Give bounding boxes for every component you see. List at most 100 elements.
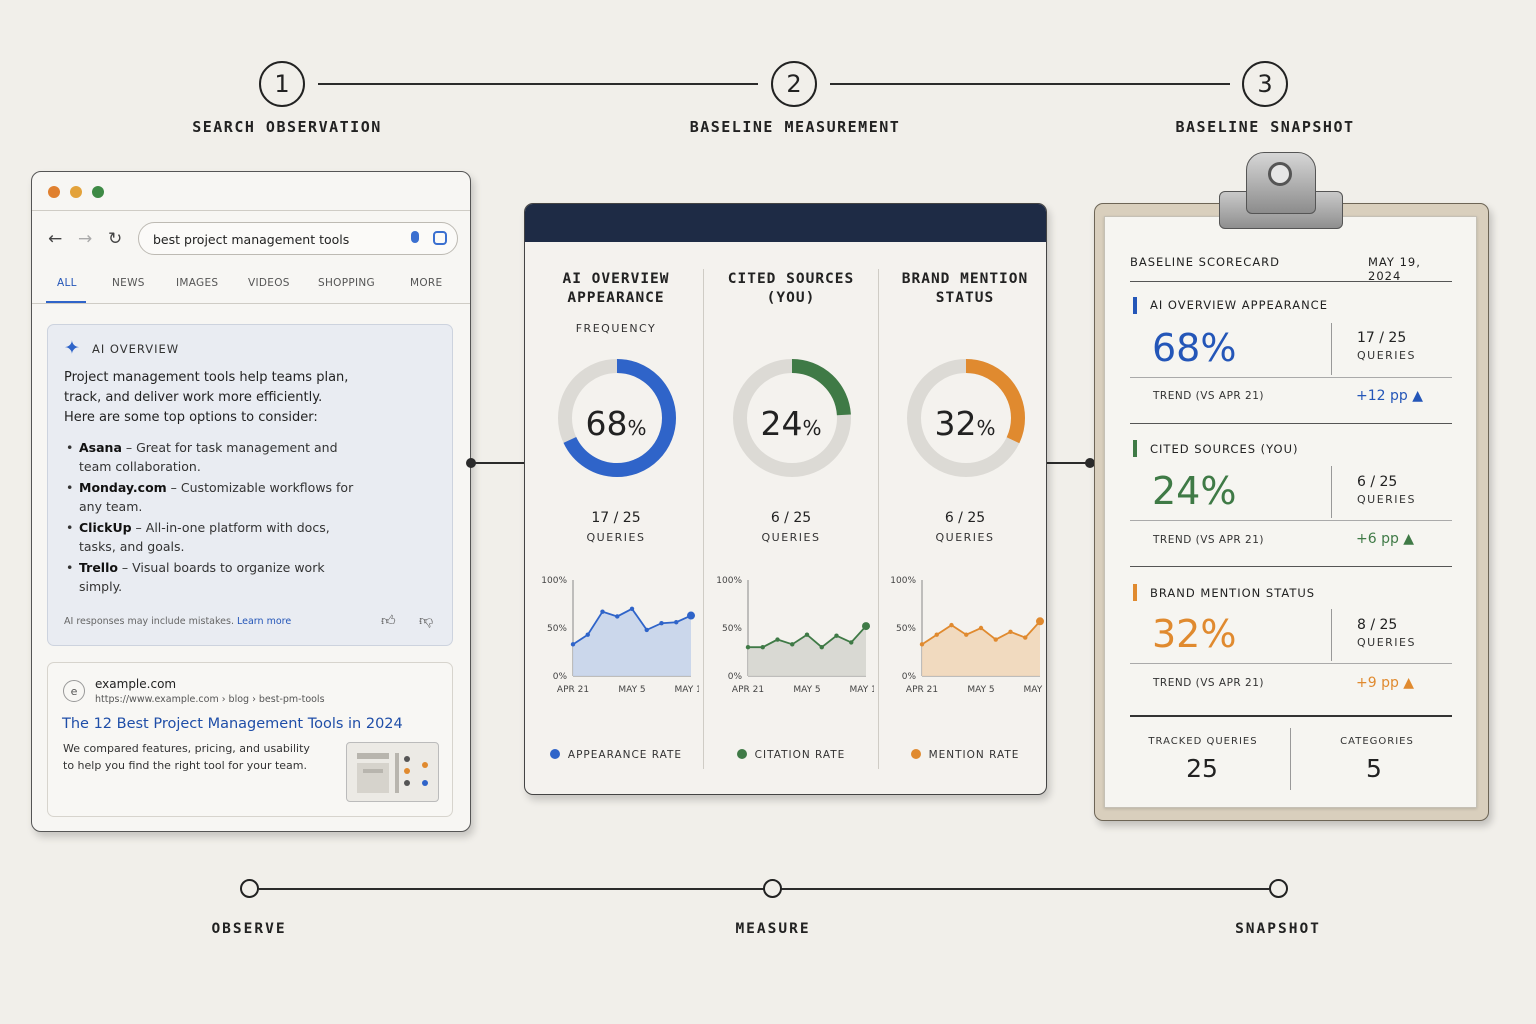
- site-favicon-icon: e: [63, 680, 85, 702]
- x-tick-label: APR 21: [557, 685, 589, 695]
- lens-icon[interactable]: [433, 231, 447, 245]
- column-divider: [878, 269, 879, 769]
- footer-divider-vertical: [1290, 728, 1291, 790]
- tracked-queries-label: TRACKED QUERIES: [1148, 736, 1258, 747]
- maximize-dot[interactable]: [92, 186, 104, 198]
- back-arrow-icon[interactable]: ←: [48, 229, 63, 249]
- donut-arc: [558, 359, 676, 477]
- data-point: [760, 645, 765, 650]
- step-2-number: 2: [786, 70, 802, 98]
- reload-icon[interactable]: ↻: [108, 229, 123, 249]
- queries-label: QUERIES: [761, 531, 821, 544]
- item-desc: – Visual boards to organize work simply.: [79, 560, 325, 594]
- y-tick-label: 50%: [722, 624, 742, 634]
- legend-dot: [736, 749, 747, 759]
- section-trend-value: +12 pp ▲: [1356, 388, 1423, 404]
- data-point: [949, 622, 954, 628]
- data-point: [993, 637, 998, 642]
- connector-dashboard-scorecard: [1047, 462, 1089, 464]
- y-tick-label: 50%: [547, 624, 567, 634]
- legend-dot: [549, 749, 560, 759]
- close-dot[interactable]: [48, 186, 60, 198]
- item-name: Trello: [79, 560, 118, 575]
- tab-all[interactable]: ALL: [57, 277, 77, 289]
- categories-label: CATEGORIES: [1340, 736, 1414, 747]
- legend-dot: [910, 749, 921, 759]
- microphone-icon[interactable]: [411, 231, 419, 243]
- value-number: 32: [934, 404, 977, 443]
- section-queries-label: QUERIES: [1357, 493, 1416, 506]
- data-point: [674, 620, 679, 625]
- section-queries-label: QUERIES: [1357, 636, 1416, 649]
- legend-label: CITATION RATE: [754, 749, 846, 761]
- y-tick-label: 50%: [896, 624, 916, 634]
- donut-arc: [733, 359, 851, 477]
- step-2-label: BASELINE MEASUREMENT: [689, 118, 901, 136]
- queries-count: 6 / 25: [944, 510, 986, 526]
- y-tick-label: 100%: [541, 576, 567, 586]
- ai-overview-card: ✦ AI OVERVIEW Project management tools h…: [47, 324, 453, 646]
- x-tick-label: APR 21: [906, 685, 938, 695]
- y-tick-label: 0%: [902, 672, 917, 682]
- steps-connector-1: [318, 83, 758, 85]
- dashboard-header-bar: [525, 204, 1046, 242]
- x-tick-label: MAY 19: [674, 685, 699, 695]
- x-tick-label: MAY 19: [849, 685, 874, 695]
- donut-value: 68%: [529, 404, 703, 443]
- legend-label: MENTION RATE: [928, 749, 1020, 761]
- list-item: Asana – Great for task management and te…: [66, 438, 366, 476]
- section-divider: [1130, 663, 1452, 664]
- intro-line-2: track, and deliver work more efficiently…: [64, 390, 323, 405]
- search-result-card[interactable]: e example.com https://www.example.com › …: [47, 662, 453, 817]
- area-fill: [573, 608, 691, 676]
- thumbs-up-icon[interactable]: 👍︎: [381, 613, 396, 629]
- timeline-label-observe: OBSERVE: [211, 921, 287, 937]
- title-line-2: APPEARANCE: [567, 290, 665, 306]
- section-divider: [1130, 377, 1452, 378]
- x-tick-label: APR 21: [732, 685, 764, 695]
- tab-images[interactable]: IMAGES: [176, 277, 219, 289]
- title-line-2: (YOU): [766, 290, 816, 306]
- y-tick-label: 0%: [553, 672, 568, 682]
- timeline-node-measure: [763, 879, 782, 898]
- y-tick-label: 100%: [890, 576, 916, 586]
- data-point: [862, 622, 870, 631]
- thumbs-down-icon[interactable]: 👎︎: [419, 613, 434, 629]
- tab-videos[interactable]: VIDEOS: [248, 277, 290, 289]
- forward-arrow-icon[interactable]: →: [78, 229, 93, 249]
- result-title-link[interactable]: The 12 Best Project Management Tools in …: [62, 716, 403, 732]
- metric-column-cited-sources: CITED SOURCES (YOU) 24% 6 / 25 QUERIES 10…: [704, 242, 878, 794]
- step-1-circle: 1: [259, 61, 305, 107]
- tab-news[interactable]: NEWS: [112, 277, 145, 289]
- data-point: [585, 632, 590, 637]
- donut-chart: [907, 359, 1025, 477]
- ai-overview-intro: Project management tools help teams plan…: [64, 368, 364, 428]
- data-point: [570, 642, 576, 647]
- result-description: We compared features, pricing, and usabi…: [63, 742, 310, 772]
- queries-count: 17 / 25: [591, 510, 641, 526]
- percent-sign: %: [627, 416, 647, 440]
- value-number: 68: [585, 404, 628, 443]
- search-input[interactable]: best project management tools: [138, 222, 458, 255]
- item-name: ClickUp: [79, 520, 132, 535]
- data-point: [804, 632, 810, 637]
- title-line-1: BRAND MENTION: [901, 271, 1029, 287]
- tab-more[interactable]: MORE: [410, 277, 443, 289]
- item-desc: – Great for task management and team col…: [79, 440, 338, 474]
- learn-more-link[interactable]: Learn more: [237, 616, 292, 627]
- item-name: Monday.com: [79, 480, 167, 495]
- title-line-2: STATUS: [935, 290, 995, 306]
- minimize-dot[interactable]: [70, 186, 82, 198]
- ai-disclaimer: AI responses may include mistakes. Learn…: [64, 616, 291, 627]
- timeline-node-snapshot: [1269, 879, 1288, 898]
- section-queries-label: QUERIES: [1357, 349, 1416, 362]
- timeline-label-measure: MEASURE: [735, 921, 811, 937]
- area-fill: [748, 626, 866, 676]
- donut-chart: [558, 359, 676, 477]
- result-url: https://www.example.com › blog › best-pm…: [95, 694, 325, 705]
- data-point: [775, 637, 780, 642]
- steps-connector-2: [830, 83, 1230, 85]
- tab-shopping[interactable]: SHOPPING: [318, 277, 375, 289]
- section-trend-label: TREND (VS APR 21): [1153, 534, 1265, 546]
- y-tick-label: 100%: [716, 576, 742, 586]
